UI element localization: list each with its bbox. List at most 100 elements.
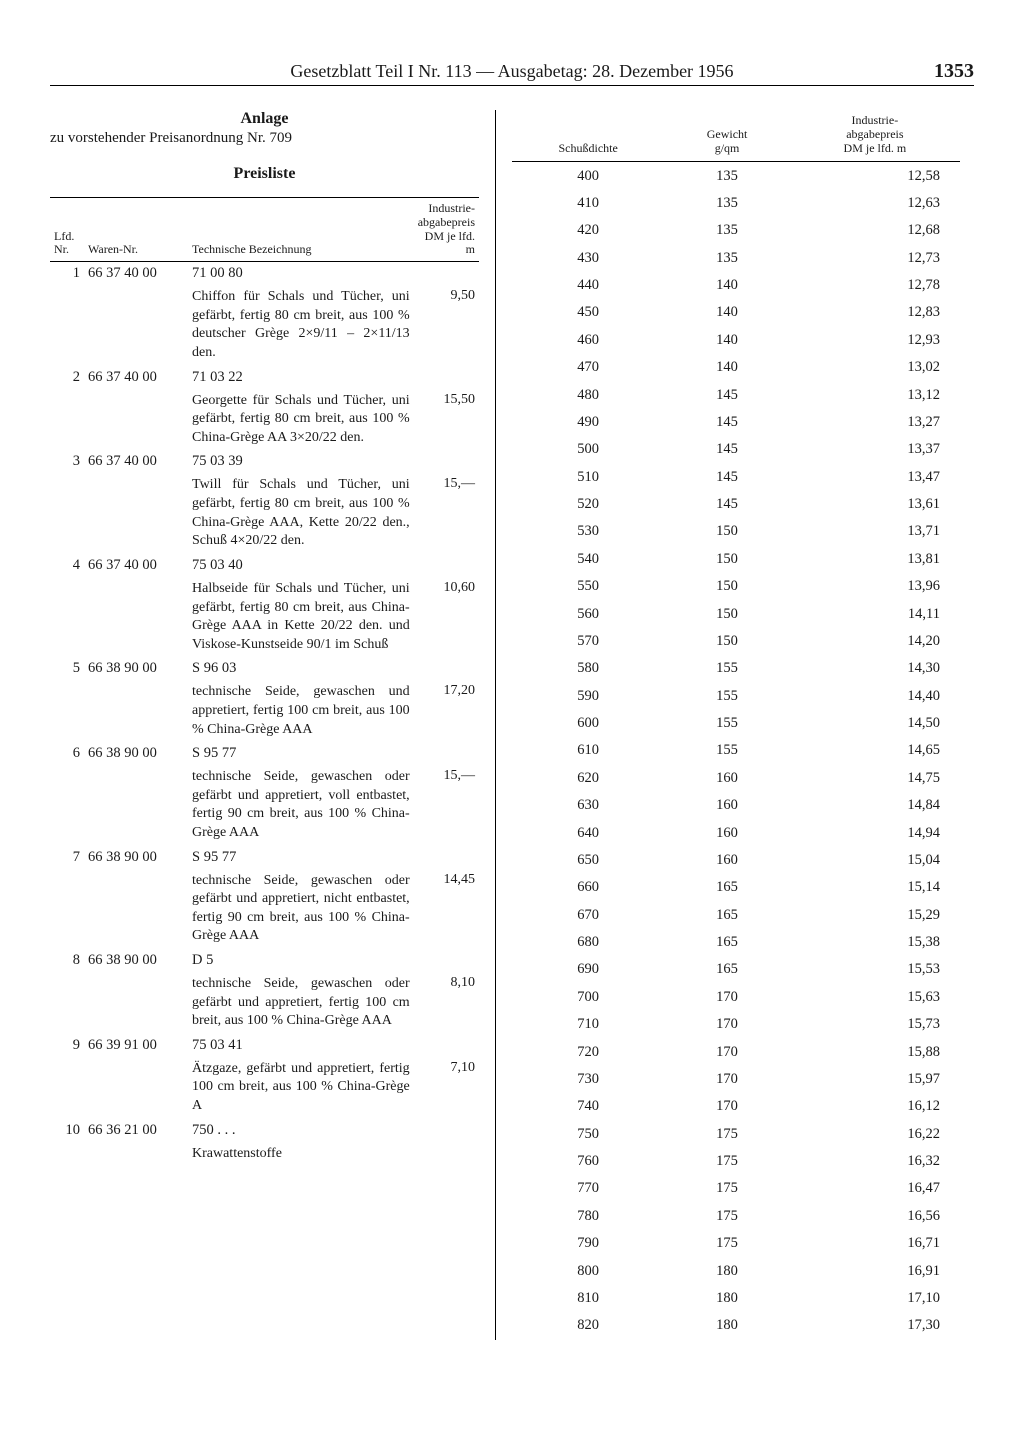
entry-art: S 95 77 (188, 742, 414, 765)
header-title: Gesetzblatt Teil I Nr. 113 — Ausgabetag:… (110, 61, 914, 82)
cell-schuss: 420 (512, 217, 664, 244)
cell-preis: 15,14 (790, 874, 960, 901)
cell-gewicht: 160 (664, 847, 789, 874)
cell-gewicht: 135 (664, 190, 789, 217)
cell-preis: 12,63 (790, 190, 960, 217)
cell-preis: 16,47 (790, 1175, 960, 1202)
density-row: 69016515,53 (512, 956, 960, 983)
price-entry-header: 966 39 91 0075 03 41 (50, 1034, 479, 1057)
cell-preis: 13,81 (790, 546, 960, 573)
cell-gewicht: 140 (664, 272, 789, 299)
density-row: 47014013,02 (512, 354, 960, 381)
cell-schuss: 550 (512, 573, 664, 600)
price-entry-header: 366 37 40 0075 03 39 (50, 450, 479, 473)
price-entry-desc-row: technische Seide, gewaschen und appretie… (50, 680, 479, 742)
entry-desc: technische Seide, gewaschen und appretie… (188, 680, 414, 742)
entry-price: 15,50 (414, 389, 479, 451)
cell-schuss: 740 (512, 1093, 664, 1120)
cell-preis: 16,32 (790, 1148, 960, 1175)
density-row: 49014513,27 (512, 409, 960, 436)
entry-art: 75 03 41 (188, 1034, 414, 1057)
density-row: 51014513,47 (512, 464, 960, 491)
density-row: 58015514,30 (512, 655, 960, 682)
two-column-layout: Anlage zu vorstehender Preisanordnung Nr… (50, 110, 974, 1340)
cell-preis: 12,58 (790, 162, 960, 190)
cell-preis: 13,47 (790, 464, 960, 491)
entry-blank (414, 554, 479, 577)
cell-gewicht: 165 (664, 874, 789, 901)
cell-gewicht: 170 (664, 1011, 789, 1038)
price-entry-header: 166 37 40 0071 00 80 (50, 262, 479, 286)
density-row: 43013512,73 (512, 245, 960, 272)
right-column: Schußdichte Gewicht g/qm Industrie- abga… (495, 110, 960, 1340)
cell-schuss: 730 (512, 1066, 664, 1093)
cell-gewicht: 145 (664, 381, 789, 408)
density-row: 52014513,61 (512, 491, 960, 518)
entry-blank (414, 846, 479, 869)
entry-desc: technische Seide, gewaschen oder gefärbt… (188, 972, 414, 1034)
cell-gewicht: 170 (664, 984, 789, 1011)
cell-schuss: 660 (512, 874, 664, 901)
cell-gewicht: 150 (664, 573, 789, 600)
page-header: Gesetzblatt Teil I Nr. 113 — Ausgabetag:… (50, 60, 974, 86)
entry-price: 15,— (414, 765, 479, 845)
cell-gewicht: 140 (664, 299, 789, 326)
entry-art: 75 03 39 (188, 450, 414, 473)
cell-preis: 15,53 (790, 956, 960, 983)
entry-price: 15,— (414, 473, 479, 553)
cell-gewicht: 170 (664, 1066, 789, 1093)
cell-preis: 16,71 (790, 1230, 960, 1257)
cell-gewicht: 145 (664, 436, 789, 463)
density-row: 60015514,50 (512, 710, 960, 737)
cell-preis: 13,02 (790, 354, 960, 381)
cell-preis: 13,61 (790, 491, 960, 518)
cell-preis: 12,73 (790, 245, 960, 272)
cell-gewicht: 165 (664, 902, 789, 929)
cell-gewicht: 165 (664, 956, 789, 983)
density-row: 76017516,32 (512, 1148, 960, 1175)
col-schuss: Schußdichte (512, 110, 664, 162)
density-row: 70017015,63 (512, 984, 960, 1011)
col-gewicht: Gewicht g/qm (664, 110, 789, 162)
density-row: 55015013,96 (512, 573, 960, 600)
entry-waren: 66 37 40 00 (84, 450, 188, 473)
cell-preis: 12,93 (790, 327, 960, 354)
price-entry-desc-row: technische Seide, gewaschen oder gefärbt… (50, 869, 479, 949)
anlage-subtitle: zu vorstehender Preisanordnung Nr. 709 (50, 130, 479, 147)
cell-preis: 16,56 (790, 1203, 960, 1230)
price-entry-desc-row: Chiffon für Schals und Tücher, uni gefär… (50, 285, 479, 365)
cell-gewicht: 145 (664, 491, 789, 518)
cell-schuss: 780 (512, 1203, 664, 1230)
cell-schuss: 470 (512, 354, 664, 381)
cell-gewicht: 155 (664, 737, 789, 764)
cell-preis: 14,40 (790, 683, 960, 710)
price-entry-header: 266 37 40 0071 03 22 (50, 366, 479, 389)
cell-preis: 14,50 (790, 710, 960, 737)
entry-art: S 95 77 (188, 846, 414, 869)
entry-blank (414, 657, 479, 680)
price-entry-desc-row: technische Seide, gewaschen oder gefärbt… (50, 765, 479, 845)
cell-gewicht: 175 (664, 1230, 789, 1257)
cell-preis: 14,30 (790, 655, 960, 682)
entry-price: 14,45 (414, 869, 479, 949)
cell-preis: 14,11 (790, 600, 960, 627)
entry-desc: Chiffon für Schals und Tücher, uni gefär… (188, 285, 414, 365)
density-row: 72017015,88 (512, 1038, 960, 1065)
cell-schuss: 680 (512, 929, 664, 956)
cell-schuss: 640 (512, 819, 664, 846)
density-row: 42013512,68 (512, 217, 960, 244)
cell-schuss: 560 (512, 600, 664, 627)
density-row: 59015514,40 (512, 683, 960, 710)
cell-schuss: 790 (512, 1230, 664, 1257)
density-row: 54015013,81 (512, 546, 960, 573)
entry-nr: 8 (50, 949, 84, 972)
cell-gewicht: 170 (664, 1038, 789, 1065)
density-row: 82018017,30 (512, 1312, 960, 1339)
entry-waren: 66 37 40 00 (84, 554, 188, 577)
density-row: 53015013,71 (512, 518, 960, 545)
cell-gewicht: 155 (664, 710, 789, 737)
cell-preis: 17,30 (790, 1312, 960, 1339)
cell-preis: 14,20 (790, 628, 960, 655)
entry-blank (414, 450, 479, 473)
cell-preis: 16,12 (790, 1093, 960, 1120)
